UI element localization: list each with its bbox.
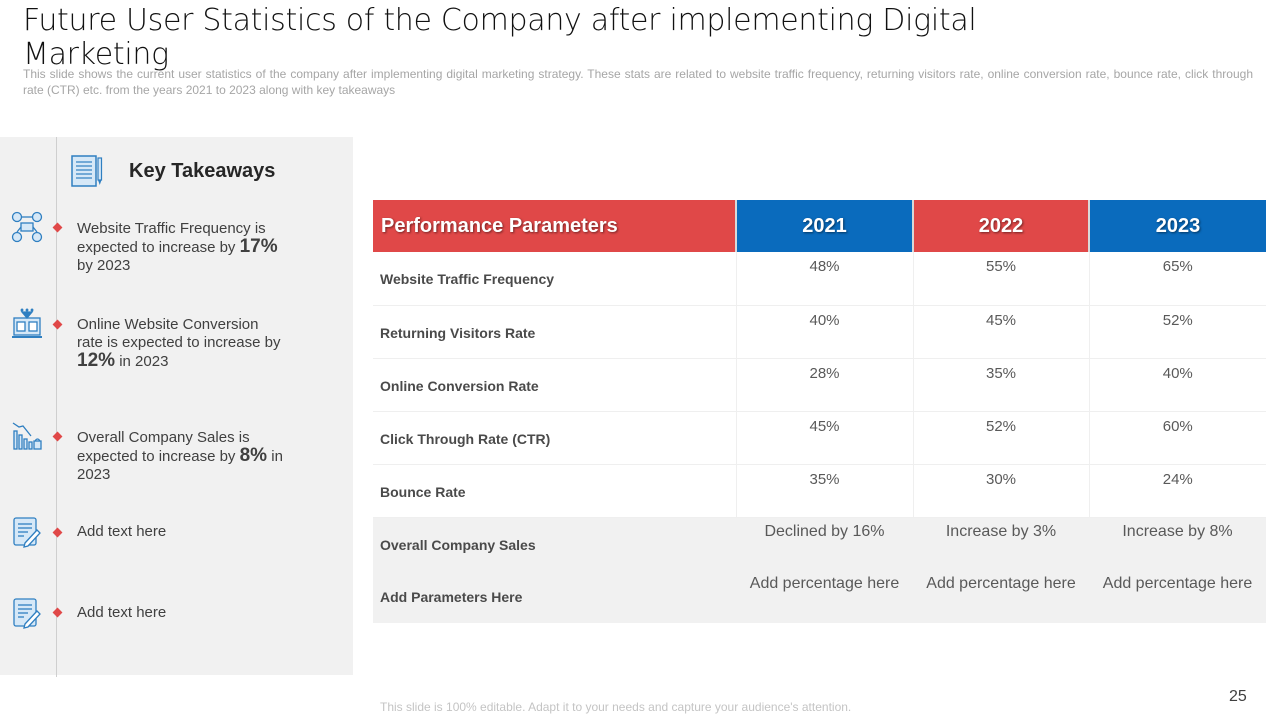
table-row: Click Through Rate (CTR) 45% 52% 60% [373,411,1266,465]
table-header-row: Performance Parameters 2021 2022 2023 [373,200,1266,252]
cell-value: 52% [1089,305,1266,359]
takeaway-highlight: 12% [77,350,116,371]
header-year-2023: 2023 [1089,200,1266,252]
takeaway-item: Website Traffic Frequency is expected to… [77,220,278,274]
cell-value: Increase by 8% [1089,517,1266,570]
document-edit-icon [11,597,43,629]
takeaway-item: Online Website Conversion rate is expect… [77,316,281,371]
row-parameter: Overall Company Sales [373,517,736,570]
takeaway-item: Add text here [77,604,167,621]
cell-value: Increase by 3% [913,517,1089,570]
takeaway-highlight: 8% [239,445,268,466]
row-parameter: Click Through Rate (CTR) [373,411,737,465]
declining-chart-icon [11,421,43,453]
header-performance-parameters: Performance Parameters [373,200,737,252]
table-row: Online Conversion Rate 28% 35% 40% [373,358,1266,412]
panel-divider [56,137,57,677]
slide-subtitle: This slide shows the current user statis… [23,67,1253,97]
header-year-2022: 2022 [913,200,1090,252]
cell-value: 35% [736,464,914,518]
cell-value: 60% [1089,411,1266,465]
cell-value: 52% [913,411,1090,465]
cell-value: 55% [913,252,1090,306]
table-row: Bounce Rate 35% 30% 24% [373,464,1266,518]
row-parameter: Website Traffic Frequency [373,252,737,306]
key-takeaways-title: Key Takeaways [129,160,276,182]
network-nodes-icon [11,211,43,243]
cell-value: Add percentage here [913,570,1089,623]
laptop-funnel-icon [11,308,43,340]
row-parameter: Bounce Rate [373,464,737,518]
cell-value: 24% [1089,464,1266,518]
header-year-2021: 2021 [736,200,914,252]
takeaway-item: Overall Company Sales is expected to inc… [77,429,283,483]
cell-value: Add percentage here [736,570,913,623]
table-row: Overall Company Sales Declined by 16% In… [373,517,1266,570]
cell-value: 40% [1089,358,1266,412]
document-pen-icon [70,154,104,188]
table-row: Add Parameters Here Add percentage here … [373,570,1266,623]
slide-title: Future User Statistics of the Company af… [23,3,977,72]
performance-table: Performance Parameters 2021 2022 2023 We… [373,200,1266,623]
cell-value: 48% [736,252,914,306]
document-edit-icon [11,516,43,548]
row-parameter: Online Conversion Rate [373,358,737,412]
cell-value: 35% [913,358,1090,412]
cell-value: Add percentage here [1089,570,1266,623]
cell-value: Declined by 16% [736,517,913,570]
footer-note: This slide is 100% editable. Adapt it to… [380,700,852,714]
takeaway-highlight: 17% [239,236,278,257]
table-row: Returning Visitors Rate 40% 45% 52% [373,305,1266,359]
cell-value: 45% [913,305,1090,359]
key-takeaways-panel [0,137,353,675]
page-number: 25 [1229,688,1247,705]
cell-value: 28% [736,358,914,412]
takeaway-item: Add text here [77,523,167,540]
table-row: Website Traffic Frequency 48% 55% 65% [373,252,1266,306]
cell-value: 45% [736,411,914,465]
row-parameter: Returning Visitors Rate [373,305,737,359]
cell-value: 65% [1089,252,1266,306]
cell-value: 40% [736,305,914,359]
cell-value: 30% [913,464,1090,518]
row-parameter: Add Parameters Here [373,570,736,623]
